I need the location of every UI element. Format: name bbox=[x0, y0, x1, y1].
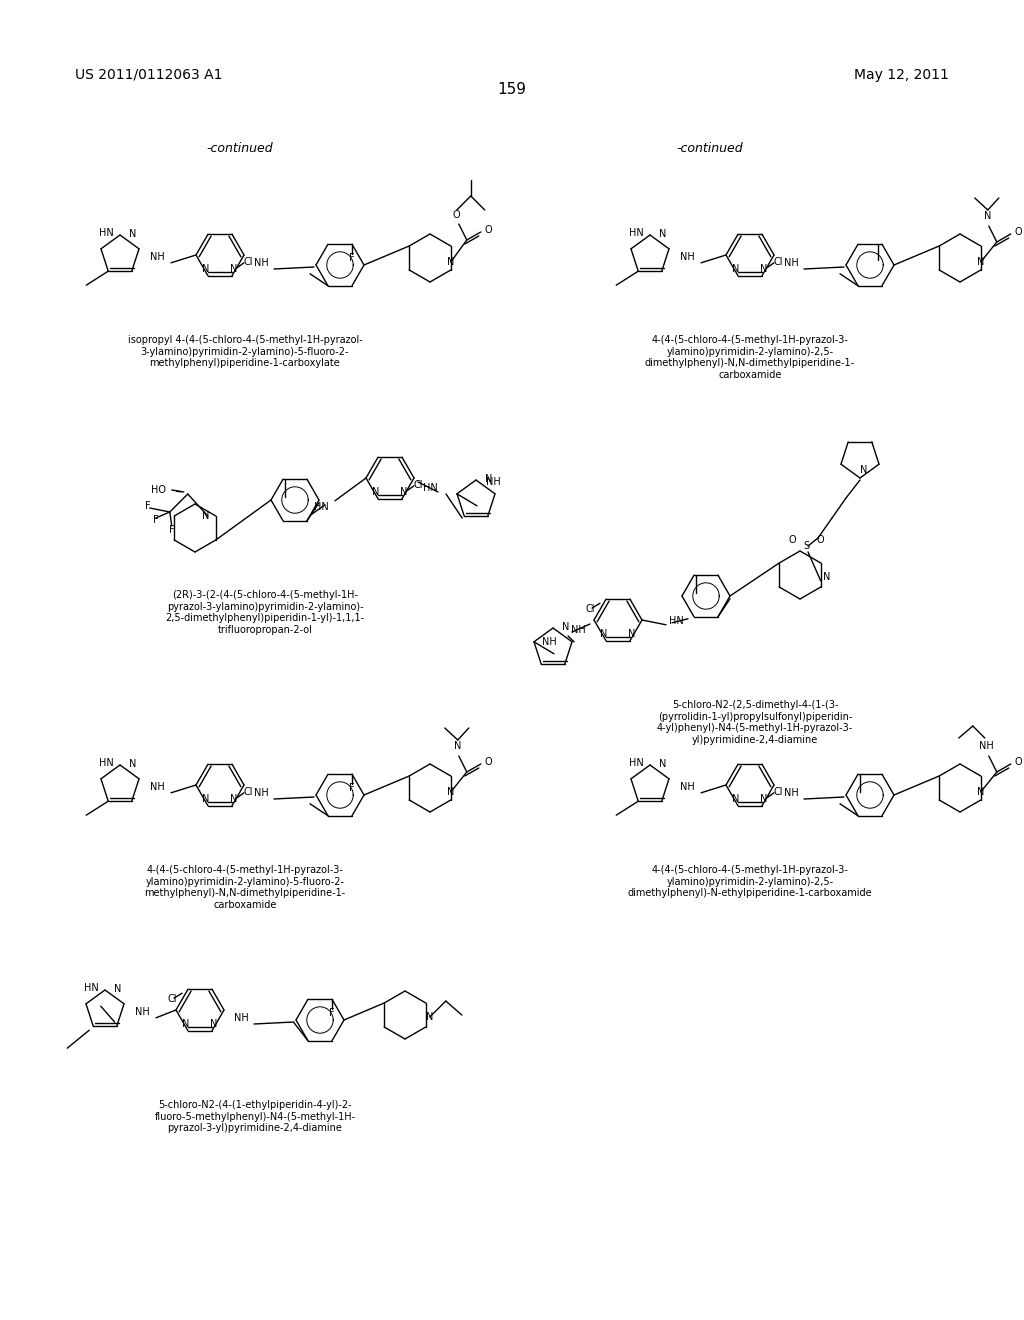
Text: N: N bbox=[129, 759, 136, 770]
Text: HN: HN bbox=[99, 228, 114, 238]
Text: O: O bbox=[485, 756, 493, 767]
Text: NH: NH bbox=[783, 257, 799, 268]
Text: O: O bbox=[485, 224, 493, 235]
Text: Cl: Cl bbox=[167, 994, 177, 1005]
Text: N: N bbox=[562, 622, 569, 632]
Text: 5-chloro-N2-(4-(1-ethylpiperidin-4-yl)-2-
fluoro-5-methylphenyl)-N4-(5-methyl-1H: 5-chloro-N2-(4-(1-ethylpiperidin-4-yl)-2… bbox=[155, 1100, 355, 1133]
Text: N: N bbox=[400, 487, 408, 496]
Text: F: F bbox=[329, 1008, 335, 1018]
Text: NH: NH bbox=[542, 638, 556, 647]
Text: HN: HN bbox=[630, 758, 644, 768]
Text: HN: HN bbox=[423, 483, 437, 492]
Text: O: O bbox=[816, 535, 824, 545]
Text: N: N bbox=[182, 1019, 189, 1028]
Text: N: N bbox=[977, 257, 984, 267]
Text: May 12, 2011: May 12, 2011 bbox=[854, 69, 949, 82]
Text: N: N bbox=[203, 264, 210, 273]
Text: US 2011/0112063 A1: US 2011/0112063 A1 bbox=[75, 69, 222, 82]
Text: S: S bbox=[803, 541, 809, 550]
Text: N: N bbox=[600, 628, 607, 639]
Text: NH: NH bbox=[150, 781, 165, 792]
Text: NH: NH bbox=[680, 781, 694, 792]
Text: HN: HN bbox=[84, 983, 99, 993]
Text: NH: NH bbox=[134, 1007, 150, 1016]
Text: F: F bbox=[349, 253, 354, 263]
Text: N: N bbox=[732, 264, 739, 273]
Text: NH: NH bbox=[150, 252, 165, 261]
Text: NH: NH bbox=[233, 1012, 249, 1023]
Text: NH: NH bbox=[570, 624, 586, 635]
Text: N: N bbox=[210, 1019, 218, 1028]
Text: N: N bbox=[202, 511, 210, 521]
Text: HO: HO bbox=[151, 484, 166, 495]
Text: NH: NH bbox=[254, 257, 268, 268]
Text: N: N bbox=[760, 793, 768, 804]
Text: NH: NH bbox=[486, 477, 501, 487]
Text: Cl: Cl bbox=[244, 787, 253, 797]
Text: N: N bbox=[114, 983, 121, 994]
Text: N: N bbox=[447, 257, 455, 267]
Text: N: N bbox=[426, 1012, 433, 1022]
Text: isopropyl 4-(4-(5-chloro-4-(5-methyl-1H-pyrazol-
3-ylamino)pyrimidin-2-ylamino)-: isopropyl 4-(4-(5-chloro-4-(5-methyl-1H-… bbox=[128, 335, 362, 368]
Text: F: F bbox=[153, 515, 159, 525]
Text: N: N bbox=[860, 465, 867, 475]
Text: N: N bbox=[373, 487, 380, 496]
Text: N: N bbox=[230, 793, 238, 804]
Text: O: O bbox=[788, 535, 796, 545]
Text: 4-(4-(5-chloro-4-(5-methyl-1H-pyrazol-3-
ylamino)pyrimidin-2-ylamino)-2,5-
dimet: 4-(4-(5-chloro-4-(5-methyl-1H-pyrazol-3-… bbox=[628, 865, 872, 898]
Text: F: F bbox=[145, 502, 151, 511]
Text: Cl: Cl bbox=[414, 479, 423, 490]
Text: N: N bbox=[658, 759, 667, 770]
Text: NH: NH bbox=[680, 252, 694, 261]
Text: F: F bbox=[349, 783, 354, 793]
Text: NH: NH bbox=[979, 741, 994, 751]
Text: N: N bbox=[203, 793, 210, 804]
Text: Cl: Cl bbox=[773, 787, 782, 797]
Text: NH: NH bbox=[254, 788, 268, 799]
Text: (2R)-3-(2-(4-(5-chloro-4-(5-methyl-1H-
pyrazol-3-ylamino)pyrimidin-2-ylamino)-
2: (2R)-3-(2-(4-(5-chloro-4-(5-methyl-1H- p… bbox=[166, 590, 365, 635]
Text: 159: 159 bbox=[498, 82, 526, 98]
Text: N: N bbox=[984, 211, 991, 220]
Text: N: N bbox=[658, 228, 667, 239]
Text: N: N bbox=[760, 264, 768, 273]
Text: NH: NH bbox=[783, 788, 799, 799]
Text: N: N bbox=[447, 787, 455, 797]
Text: 5-chloro-N2-(2,5-dimethyl-4-(1-(3-
(pyrrolidin-1-yl)propylsulfonyl)piperidin-
4-: 5-chloro-N2-(2,5-dimethyl-4-(1-(3- (pyrr… bbox=[656, 700, 853, 744]
Text: HN: HN bbox=[313, 502, 329, 512]
Text: 4-(4-(5-chloro-4-(5-methyl-1H-pyrazol-3-
ylamino)pyrimidin-2-ylamino)-2,5-
dimet: 4-(4-(5-chloro-4-(5-methyl-1H-pyrazol-3-… bbox=[645, 335, 855, 380]
Text: Cl: Cl bbox=[244, 257, 253, 267]
Text: N: N bbox=[629, 628, 636, 639]
Text: HN: HN bbox=[99, 758, 114, 768]
Text: N: N bbox=[484, 474, 493, 484]
Text: O: O bbox=[1015, 227, 1023, 238]
Text: O: O bbox=[1015, 756, 1023, 767]
Text: Cl: Cl bbox=[773, 257, 782, 267]
Text: Cl: Cl bbox=[586, 605, 595, 614]
Text: N: N bbox=[977, 787, 984, 797]
Text: F: F bbox=[169, 525, 175, 535]
Text: N: N bbox=[129, 228, 136, 239]
Text: -continued: -continued bbox=[207, 141, 273, 154]
Text: N: N bbox=[230, 264, 238, 273]
Text: N: N bbox=[454, 741, 462, 751]
Text: N: N bbox=[823, 572, 830, 582]
Text: HN: HN bbox=[630, 228, 644, 238]
Text: -continued: -continued bbox=[677, 141, 743, 154]
Text: O: O bbox=[453, 210, 461, 220]
Text: 4-(4-(5-chloro-4-(5-methyl-1H-pyrazol-3-
ylamino)pyrimidin-2-ylamino)-5-fluoro-2: 4-(4-(5-chloro-4-(5-methyl-1H-pyrazol-3-… bbox=[144, 865, 346, 909]
Text: N: N bbox=[732, 793, 739, 804]
Text: HN: HN bbox=[669, 616, 683, 626]
